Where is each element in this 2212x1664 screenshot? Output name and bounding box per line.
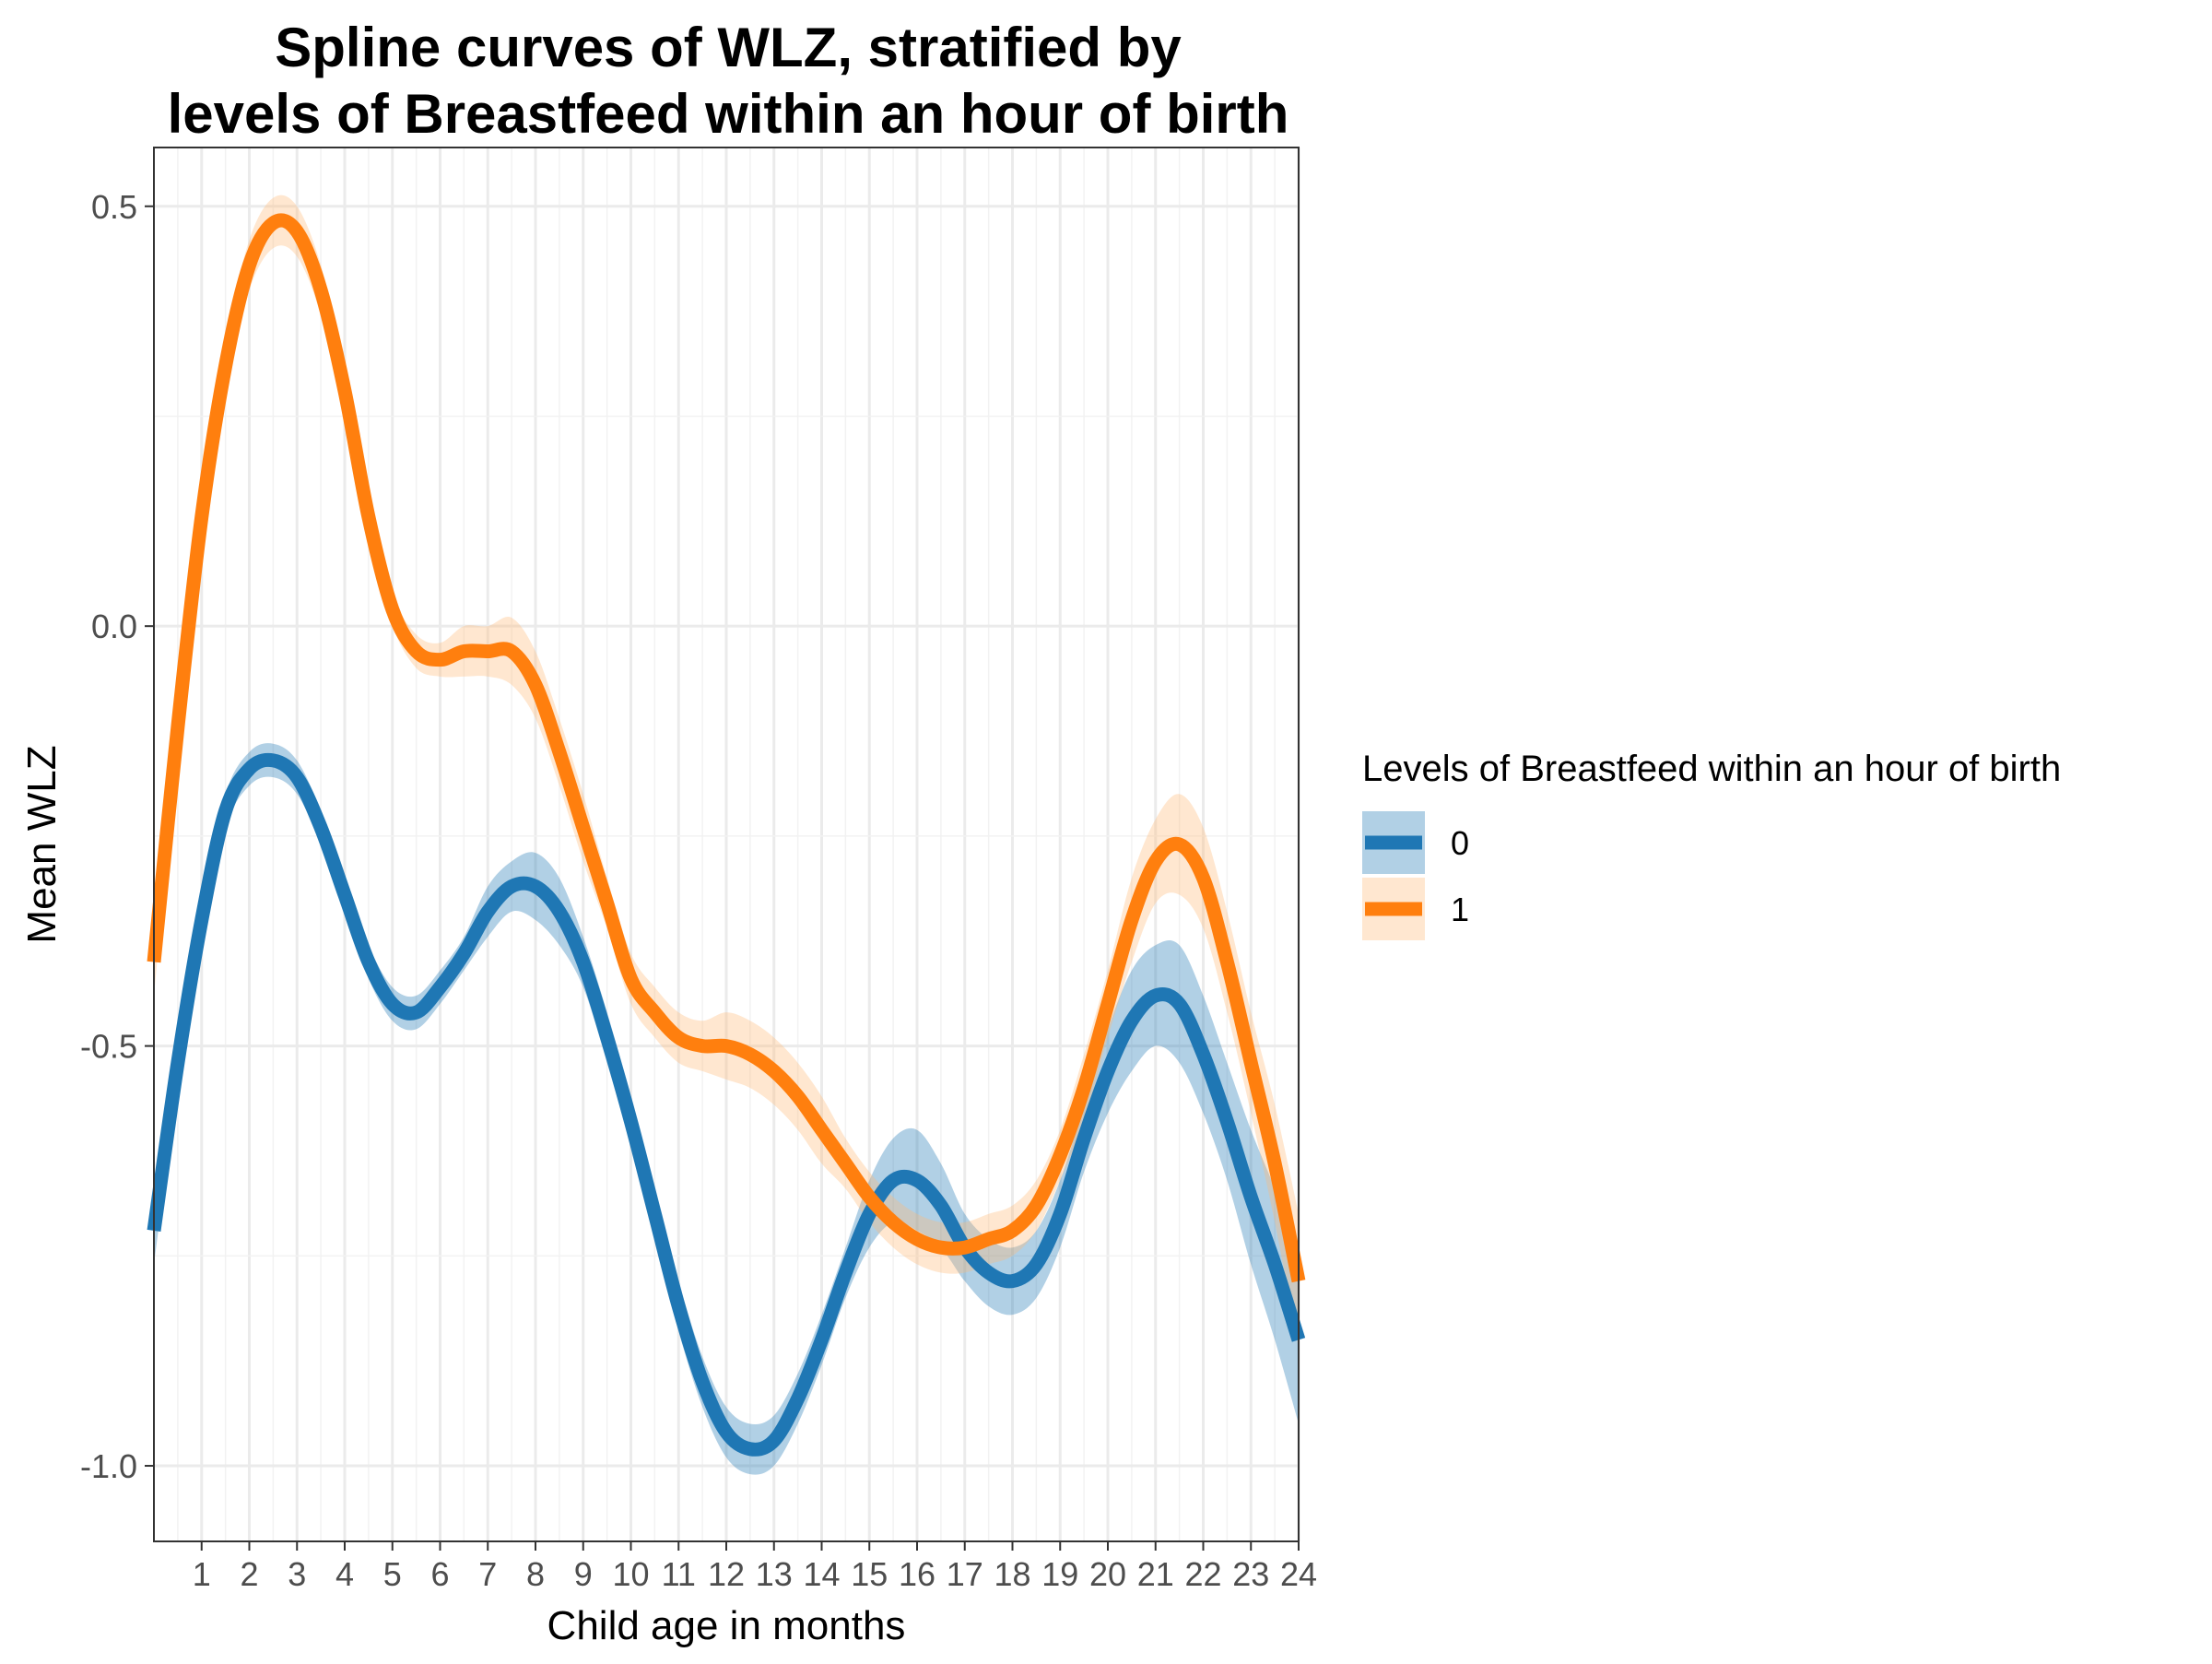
y-tick-label: -1.0 [80, 1447, 137, 1485]
x-tick-label: 1 [193, 1555, 211, 1593]
legend-item-1: 1 [1362, 878, 1469, 940]
x-tick-label: 4 [335, 1555, 354, 1593]
x-tick-label: 21 [1137, 1555, 1174, 1593]
x-tick-label: 12 [708, 1555, 745, 1593]
x-tick-label: 9 [574, 1555, 593, 1593]
y-axis-label: Mean WLZ [19, 745, 65, 943]
y-tick-label: -0.5 [80, 1028, 137, 1066]
x-axis: 1 2 3 4 5 6 7 8 9 10 11 12 13 14 15 16 17 18 19 20 21 22 23 24 [193, 1541, 1317, 1593]
legend-label: 1 [1451, 891, 1469, 928]
x-tick-label: 13 [756, 1555, 793, 1593]
grid-lines [154, 148, 1300, 1541]
confidence-band-0 [154, 743, 1299, 1475]
x-tick-label: 7 [478, 1555, 497, 1593]
x-tick-label: 3 [288, 1555, 306, 1593]
y-tick-label: 0.5 [91, 188, 137, 226]
chart-title-line-1: Spline curves of WLZ, stratified by [275, 17, 1182, 78]
y-tick-label: 0.0 [91, 608, 137, 645]
y-axis: -1.0 -0.5 0.0 0.5 [80, 188, 154, 1485]
x-tick-label: 10 [612, 1555, 649, 1593]
series-line-0 [147, 752, 1306, 1457]
x-tick-label: 20 [1089, 1555, 1126, 1593]
legend-items: 01 [1362, 811, 1469, 940]
x-tick-label: 15 [851, 1555, 888, 1593]
series-lines [147, 213, 1306, 1457]
legend-label: 0 [1451, 824, 1469, 862]
x-tick-label: 8 [526, 1555, 545, 1593]
x-tick-label: 5 [383, 1555, 402, 1593]
legend-item-0: 0 [1362, 811, 1469, 874]
x-tick-label: 6 [430, 1555, 449, 1593]
x-tick-label: 2 [240, 1555, 258, 1593]
x-tick-label: 22 [1184, 1555, 1221, 1593]
x-tick-label: 18 [994, 1555, 1030, 1593]
x-tick-label: 24 [1280, 1555, 1317, 1593]
legend-title: Levels of Breastfeed within an hour of b… [1362, 749, 2061, 789]
series-line-1 [147, 213, 1306, 1283]
x-axis-label: Child age in months [547, 1603, 906, 1648]
x-tick-label: 11 [662, 1555, 696, 1593]
x-tick-label: 19 [1041, 1555, 1078, 1593]
x-tick-label: 14 [803, 1555, 840, 1593]
x-tick-label: 23 [1232, 1555, 1269, 1593]
confidence-bands [154, 195, 1299, 1475]
legend: Levels of Breastfeed within an hour of b… [1362, 749, 2061, 940]
x-tick-label: 16 [899, 1555, 935, 1593]
chart-title-line-2: levels of Breastfeed within an hour of b… [168, 83, 1289, 145]
x-tick-label: 17 [947, 1555, 983, 1593]
